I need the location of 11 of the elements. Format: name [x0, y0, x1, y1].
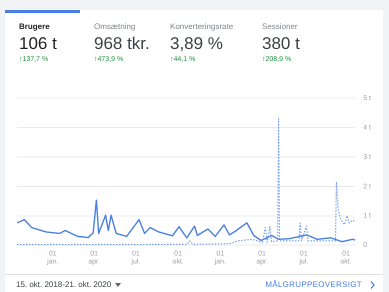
text: 3,89 % — [170, 34, 224, 54]
text: 15. okt. 2018-21. okt. 2020 — [16, 280, 112, 289]
text: Konverteringsrate — [170, 22, 234, 31]
text: Omsætning — [94, 22, 136, 31]
text: 968 tkr. — [94, 34, 150, 54]
text: Sessioner — [262, 22, 299, 31]
text: 106 t — [19, 34, 57, 54]
line-series — [17, 118, 356, 246]
text: Brugere — [19, 22, 51, 31]
text: 380 t — [262, 34, 300, 54]
text: MÅLGRUPPEOVERSIGT — [265, 280, 362, 289]
